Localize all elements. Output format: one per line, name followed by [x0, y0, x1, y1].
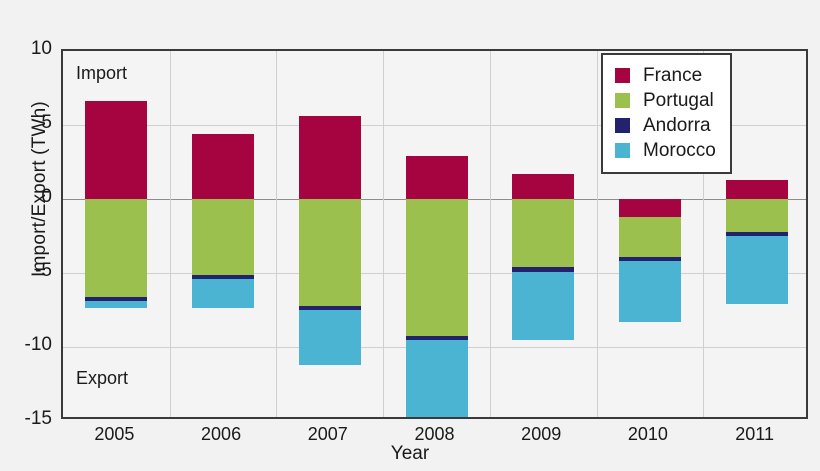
bar-segment-andorra-2011 — [725, 232, 788, 236]
gridline-x-2 — [276, 51, 278, 417]
gridline-y-5 — [63, 125, 806, 126]
bar-segment-andorra-2008 — [405, 335, 468, 340]
y-tick-label--5: -5 — [35, 260, 52, 281]
bar-segment-france-2008 — [405, 156, 468, 199]
bar-segment-france-2006 — [192, 133, 255, 199]
gridline-x-1 — [169, 51, 171, 417]
bar-segment-morocco-2010 — [618, 261, 681, 322]
legend-label: Morocco — [643, 140, 716, 161]
bar-segment-morocco-2008 — [405, 339, 468, 417]
bar-segment-morocco-2009 — [512, 271, 575, 341]
bar-segment-france-2007 — [298, 116, 361, 199]
import-annotation: Import — [76, 63, 128, 83]
bar-segment-portugal-2007 — [298, 199, 361, 306]
legend-swatch-icon-andorra — [615, 118, 630, 133]
bar-segment-andorra-2010 — [618, 257, 681, 262]
legend-swatch-icon-france — [615, 68, 630, 83]
plot-inner: Import Export — [63, 51, 806, 417]
bar-segment-morocco-2006 — [192, 278, 255, 308]
x-tick-label-2009: 2009 — [521, 424, 562, 444]
legend-label: Portugal — [643, 90, 714, 111]
legend-item-france[interactable]: France — [615, 63, 716, 88]
bar-segment-portugal-2009 — [512, 199, 575, 268]
bar-segment-portugal-2008 — [405, 199, 468, 336]
legend-swatch-icon-portugal — [615, 93, 630, 108]
y-tick-label--10: -10 — [24, 334, 52, 355]
x-tick-label-2006: 2006 — [201, 424, 242, 444]
bar-segment-andorra-2009 — [512, 267, 575, 272]
legend-label: France — [643, 65, 703, 86]
bar-segment-morocco-2007 — [298, 310, 361, 365]
x-axis-title: Year — [390, 443, 430, 464]
x-tick-label-2008: 2008 — [414, 424, 455, 444]
bar-segment-france-2011 — [725, 179, 788, 199]
legend-item-andorra[interactable]: Andorra — [615, 113, 716, 138]
bar-segment-france-2009 — [512, 173, 575, 199]
legend: France Portugal Andorra Morocco — [601, 53, 732, 174]
legend-item-portugal[interactable]: Portugal — [615, 88, 716, 113]
bar-segment-andorra-2005 — [85, 297, 148, 302]
x-tick-label-2011: 2011 — [735, 424, 774, 444]
export-annotation: Export — [76, 368, 129, 388]
y-tick-label-0: 0 — [41, 186, 52, 207]
bar-segment-morocco-2005 — [85, 301, 148, 308]
bar-segment-portugal-2010 — [618, 216, 681, 258]
bar-segment-france-2010 — [618, 199, 681, 217]
bar-segment-france-2005 — [85, 101, 148, 199]
y-tick-label-10: 10 — [30, 38, 52, 59]
bar-segment-morocco-2011 — [725, 236, 788, 305]
bar-segment-andorra-2007 — [298, 305, 361, 310]
gridline-x-5 — [596, 51, 598, 417]
legend-item-morocco[interactable]: Morocco — [615, 138, 716, 163]
bar-segment-portugal-2005 — [85, 199, 148, 298]
y-tick-label--15: -15 — [24, 408, 52, 429]
x-tick-label-2010: 2010 — [627, 424, 668, 444]
gridline-x-3 — [383, 51, 385, 417]
x-tick-label-2007: 2007 — [307, 424, 348, 444]
gridline-x-4 — [489, 51, 491, 417]
bar-segment-portugal-2006 — [192, 199, 255, 276]
y-tick-label-5: 5 — [41, 112, 52, 133]
gridline-x-6 — [703, 51, 705, 417]
legend-swatch-icon-morocco — [615, 143, 630, 158]
x-tick-label-2005: 2005 — [94, 424, 135, 444]
legend-label: Andorra — [643, 115, 711, 136]
bar-segment-portugal-2011 — [725, 199, 788, 233]
bar-segment-andorra-2006 — [192, 275, 255, 279]
